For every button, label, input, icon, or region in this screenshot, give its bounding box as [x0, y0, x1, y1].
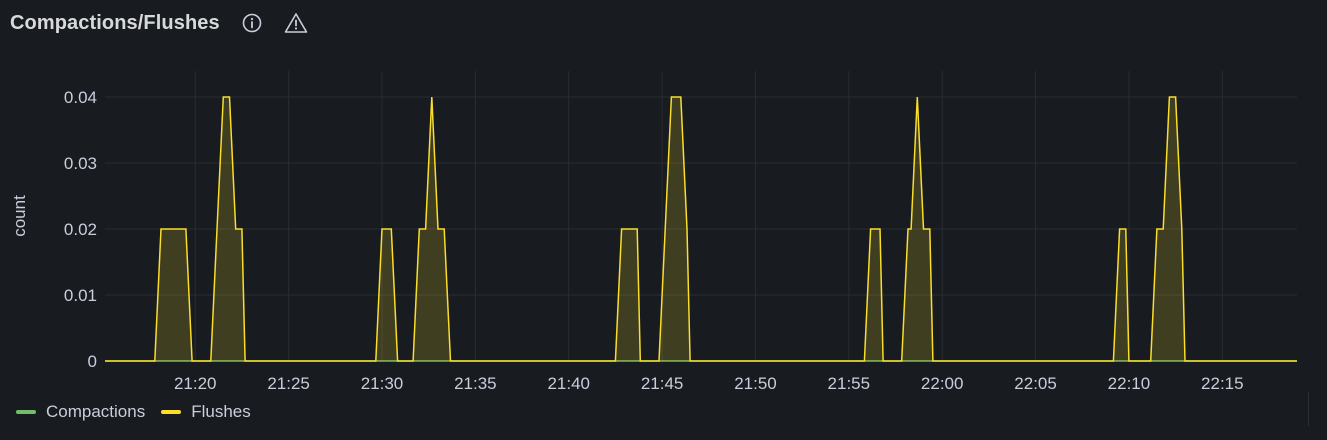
y-axis-label: count: [10, 195, 29, 237]
x-tick-label: 22:15: [1201, 374, 1244, 393]
y-tick-label: 0.02: [64, 220, 97, 239]
x-tick-label: 21:50: [734, 374, 777, 393]
x-tick-label: 21:45: [641, 374, 684, 393]
info-circle-icon[interactable]: [242, 13, 262, 33]
y-tick-label: 0.03: [64, 154, 97, 173]
series-area-flushes: [105, 97, 1297, 361]
x-tick-label: 22:05: [1014, 374, 1057, 393]
series-line-flushes: [105, 96, 1297, 362]
legend-label-flushes: Flushes: [191, 402, 251, 421]
axes: 0 0.01 0.02 0.03 0.04 21:20 21:25 21:30 21:35 21:…: [10, 88, 1244, 393]
x-tick-label: 21:30: [361, 374, 404, 393]
x-tick-label: 21:35: [454, 374, 497, 393]
y-tick-label: 0.01: [64, 286, 97, 305]
x-tick-label: 21:55: [828, 374, 871, 393]
y-tick-label: 0: [88, 352, 97, 371]
y-tick-label: 0.04: [64, 88, 97, 107]
series-layer: [105, 96, 1297, 362]
legend-swatch-compactions: [16, 410, 36, 414]
panel-header: Compactions/Flushes: [10, 8, 308, 38]
legend-label-compactions: Compactions: [46, 402, 146, 421]
x-tick-label: 21:25: [267, 374, 310, 393]
legend-swatch-flushes: [161, 410, 182, 414]
legend: Compactions Flushes: [16, 402, 267, 422]
legend-item-compactions[interactable]: Compactions: [16, 402, 145, 422]
x-tick-label: 22:10: [1108, 374, 1151, 393]
panel-title: Compactions/Flushes: [10, 11, 220, 34]
x-tick-label: 22:00: [921, 374, 964, 393]
x-tick-label: 21:20: [174, 374, 217, 393]
panel-resize-handle[interactable]: [1308, 392, 1309, 426]
x-tick-label: 21:40: [547, 374, 590, 393]
warning-triangle-icon[interactable]: [284, 12, 308, 34]
legend-item-flushes[interactable]: Flushes: [161, 402, 251, 422]
